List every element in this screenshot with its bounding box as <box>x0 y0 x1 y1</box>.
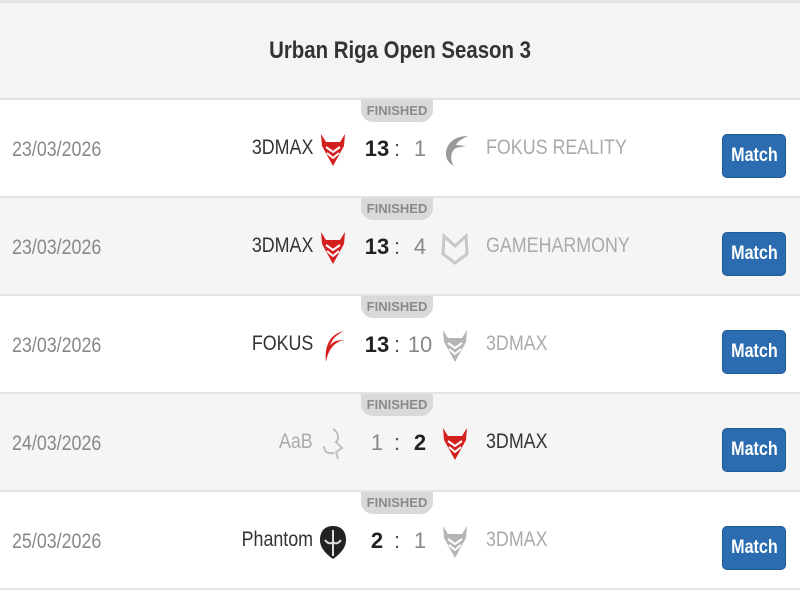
match-button[interactable]: Match <box>722 134 786 178</box>
3dmax-logo-icon <box>318 230 348 266</box>
status-badge: FINISHED <box>361 492 433 514</box>
match-button[interactable]: Match <box>722 330 786 374</box>
away-score: 1 <box>413 528 427 553</box>
away-score: 1 <box>413 136 427 161</box>
score-separator: : <box>394 332 401 357</box>
match-button[interactable]: Match <box>722 232 786 276</box>
status-badge: FINISHED <box>361 394 433 416</box>
3dmax-logo-icon <box>318 132 348 168</box>
aab-logo-icon <box>318 426 348 462</box>
match-row: FINISHED 23/03/2026 FOKUS 13 : 10 3DMAX … <box>0 296 800 394</box>
match-row: FINISHED 23/03/2026 3DMAX 13 : 1 FOKUS R… <box>0 100 800 198</box>
match-date: 23/03/2026 <box>12 236 102 259</box>
home-team-name[interactable]: Phantom <box>241 528 313 551</box>
score-separator: : <box>394 430 401 455</box>
score-separator: : <box>394 234 401 259</box>
match-date: 25/03/2026 <box>12 530 102 553</box>
match-date: 23/03/2026 <box>12 334 102 357</box>
fokus-logo-icon <box>440 132 470 168</box>
home-team-name[interactable]: AaB <box>279 430 313 453</box>
status-badge: FINISHED <box>361 198 433 220</box>
score-separator: : <box>394 528 401 553</box>
away-team-name[interactable]: FOKUS REALITY <box>486 136 627 159</box>
page-title: Urban Riga Open Season 3 <box>269 36 531 64</box>
score-separator: : <box>394 136 401 161</box>
home-score: 2 <box>370 528 384 553</box>
match-button[interactable]: Match <box>722 428 786 472</box>
match-row: FINISHED 23/03/2026 3DMAX 13 : 4 GAMEHAR… <box>0 198 800 296</box>
away-team-name[interactable]: 3DMAX <box>486 528 548 551</box>
away-score: 2 <box>413 430 427 455</box>
away-team-name[interactable]: GAMEHARMONY <box>486 234 630 257</box>
match-date: 24/03/2026 <box>12 432 102 455</box>
away-team-name[interactable]: 3DMAX <box>486 332 548 355</box>
match-button-label: Match <box>730 243 778 264</box>
match-list: FINISHED 23/03/2026 3DMAX 13 : 1 FOKUS R… <box>0 100 800 590</box>
match-row: FINISHED 24/03/2026 AaB 1 : 2 3DMAX Matc… <box>0 394 800 492</box>
tournament-header: Urban Riga Open Season 3 <box>0 0 800 100</box>
fokus-logo-icon <box>318 328 348 364</box>
away-team-name[interactable]: 3DMAX <box>486 430 548 453</box>
match-button-label: Match <box>730 145 778 166</box>
match-button-label: Match <box>730 341 778 362</box>
status-badge: FINISHED <box>361 100 433 122</box>
3dmax-logo-icon <box>440 426 470 462</box>
home-score: 13 <box>364 136 390 161</box>
match-row: FINISHED 25/03/2026 Phantom 2 : 1 3DMAX … <box>0 492 800 590</box>
home-team-name[interactable]: FOKUS <box>251 332 313 355</box>
home-score: 13 <box>364 234 390 259</box>
status-badge: FINISHED <box>361 296 433 318</box>
match-button-label: Match <box>730 537 778 558</box>
phantom-logo-icon <box>318 524 348 560</box>
home-team-name[interactable]: 3DMAX <box>251 234 313 257</box>
away-score: 4 <box>413 234 427 259</box>
home-score: 1 <box>370 430 384 455</box>
home-score: 13 <box>364 332 390 357</box>
match-button[interactable]: Match <box>722 526 786 570</box>
away-score: 10 <box>407 332 433 357</box>
match-button-label: Match <box>730 439 778 460</box>
gameharmony-logo-icon <box>440 230 470 266</box>
3dmax-logo-icon <box>440 524 470 560</box>
home-team-name[interactable]: 3DMAX <box>251 136 313 159</box>
3dmax-logo-icon <box>440 328 470 364</box>
match-date: 23/03/2026 <box>12 138 102 161</box>
